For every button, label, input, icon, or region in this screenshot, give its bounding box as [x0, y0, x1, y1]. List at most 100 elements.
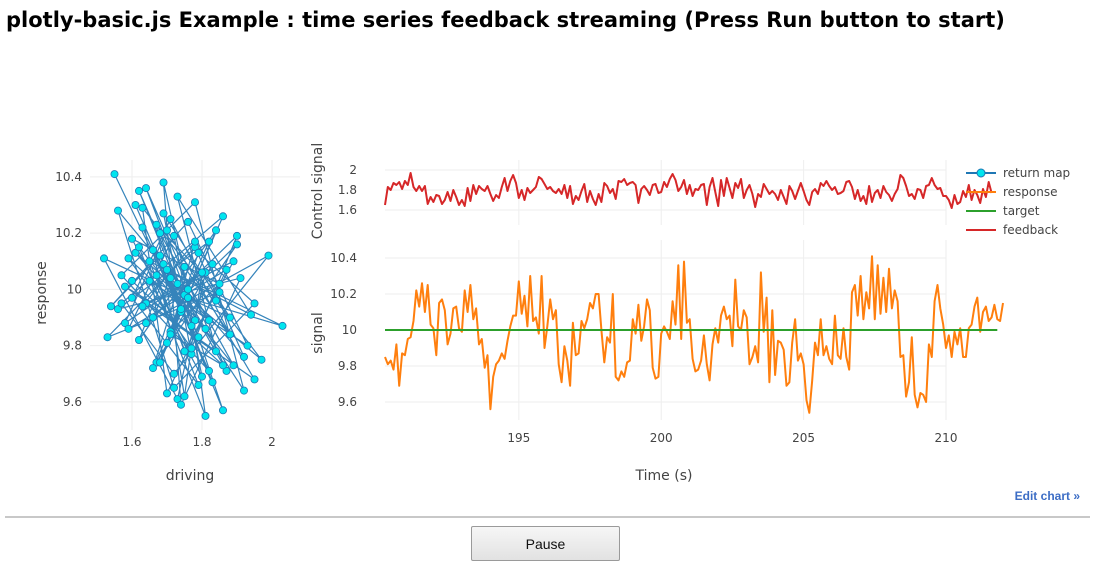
control-signal-y-axis-title: Control signal: [310, 143, 326, 239]
return-map-point: [180, 262, 189, 271]
return-map-point: [134, 335, 143, 344]
return-map-point: [257, 355, 266, 364]
divider: [5, 516, 1090, 518]
scatter-y-tick-label: 10: [67, 282, 82, 296]
scatter-y-tick-label: 10.4: [55, 170, 82, 184]
return-map-point: [127, 293, 136, 302]
return-map-point: [183, 285, 192, 294]
return-map-point: [201, 324, 210, 333]
return-map-point: [107, 302, 116, 311]
return-map-point: [180, 347, 189, 356]
return-map-point: [229, 257, 238, 266]
return-map-point: [176, 400, 185, 409]
return-map-point: [232, 240, 241, 249]
return-map-point: [264, 251, 273, 260]
return-map-point: [173, 279, 182, 288]
return-map-point: [159, 178, 168, 187]
return-map-point: [145, 276, 154, 285]
return-map-point: [197, 268, 206, 277]
return-map-point: [232, 231, 241, 240]
edit-chart-link[interactable]: Edit chart »: [1014, 489, 1080, 503]
return-map-point: [134, 186, 143, 195]
time-x-tick-label: 200: [650, 431, 673, 445]
scatter-x-tick-label: 2: [268, 435, 276, 449]
return-map-point: [173, 395, 182, 404]
return-map-point: [159, 260, 168, 269]
return-map-point: [229, 361, 238, 370]
legend-label-return-map: return map: [1003, 166, 1070, 180]
return-map-point: [218, 212, 227, 221]
return-map-point: [239, 352, 248, 361]
return-map-point: [138, 302, 147, 311]
return-map-point: [166, 274, 175, 283]
return-map-point: [208, 378, 217, 387]
return-map-point: [124, 324, 133, 333]
scatter-y-tick-label: 9.6: [63, 395, 82, 409]
time-y-tick-label: 10.2: [330, 287, 357, 301]
return-map-point: [190, 198, 199, 207]
return-map-point: [138, 223, 147, 232]
return-map-point: [145, 257, 154, 266]
return-map-point: [148, 364, 157, 373]
return-map-point: [176, 305, 185, 314]
return-map-point: [190, 237, 199, 246]
return-map-point: [222, 366, 231, 375]
time-y-tick-label: 10: [342, 323, 357, 337]
return-map-point: [166, 330, 175, 339]
return-map-point: [103, 333, 112, 342]
return-map-point: [162, 226, 171, 235]
return-map-point: [236, 274, 245, 283]
page-title: plotly-basic.js Example : time series fe…: [6, 8, 1005, 32]
return-map-point: [117, 271, 126, 280]
return-map-point: [117, 299, 126, 308]
time-y-tick-label: 1.6: [338, 203, 357, 217]
legend-item-target[interactable]: target: [966, 204, 1040, 218]
return-map-point: [215, 279, 224, 288]
feedback-line: [384, 172, 993, 209]
return-map-point: [169, 369, 178, 378]
return-map-point: [208, 260, 217, 269]
return-map-point: [121, 282, 130, 291]
return-map-point: [152, 220, 161, 229]
time-x-axis-title: Time (s): [635, 468, 693, 484]
return-map-point: [138, 203, 147, 212]
return-map-point: [162, 389, 171, 398]
return-map-point: [183, 217, 192, 226]
scatter-x-axis-title: driving: [166, 468, 214, 484]
return-map-point: [204, 237, 213, 246]
return-map-point: [127, 276, 136, 285]
scatter-x-tick-label: 1.6: [122, 435, 141, 449]
return-map-point: [121, 319, 130, 328]
return-map-point: [218, 361, 227, 370]
legend[interactable]: return map response target feedback: [966, 166, 1070, 237]
time-y-tick-label: 2: [349, 163, 357, 177]
return-map-point: [194, 333, 203, 342]
return-map-point: [141, 319, 150, 328]
return-map-point: [194, 248, 203, 257]
return-map-point: [211, 296, 220, 305]
return-map-point: [243, 341, 252, 350]
pause-button[interactable]: Pause: [471, 526, 620, 561]
plot-traces: [100, 170, 1004, 420]
scatter-x-tick-label: 1.8: [192, 435, 211, 449]
return-map-point: [187, 321, 196, 330]
return-map-point: [124, 254, 133, 263]
return-map-point: [169, 383, 178, 392]
return-map-point: [204, 366, 213, 375]
scatter-y-tick-label: 10.2: [55, 226, 82, 240]
return-map-point: [141, 184, 150, 193]
legend-item-response[interactable]: response: [966, 185, 1058, 199]
return-map-point: [239, 386, 248, 395]
legend-item-return-map[interactable]: return map: [966, 166, 1070, 180]
return-map-point: [162, 338, 171, 347]
return-map-point: [148, 313, 157, 322]
return-map-line: [102, 173, 283, 417]
legend-label-target: target: [1003, 204, 1040, 218]
legend-label-response: response: [1003, 185, 1058, 199]
return-map-point: [204, 316, 213, 325]
return-map-point: [201, 411, 210, 420]
legend-label-feedback: feedback: [1003, 223, 1058, 237]
legend-item-feedback[interactable]: feedback: [966, 223, 1058, 237]
time-x-tick-label: 205: [792, 431, 815, 445]
